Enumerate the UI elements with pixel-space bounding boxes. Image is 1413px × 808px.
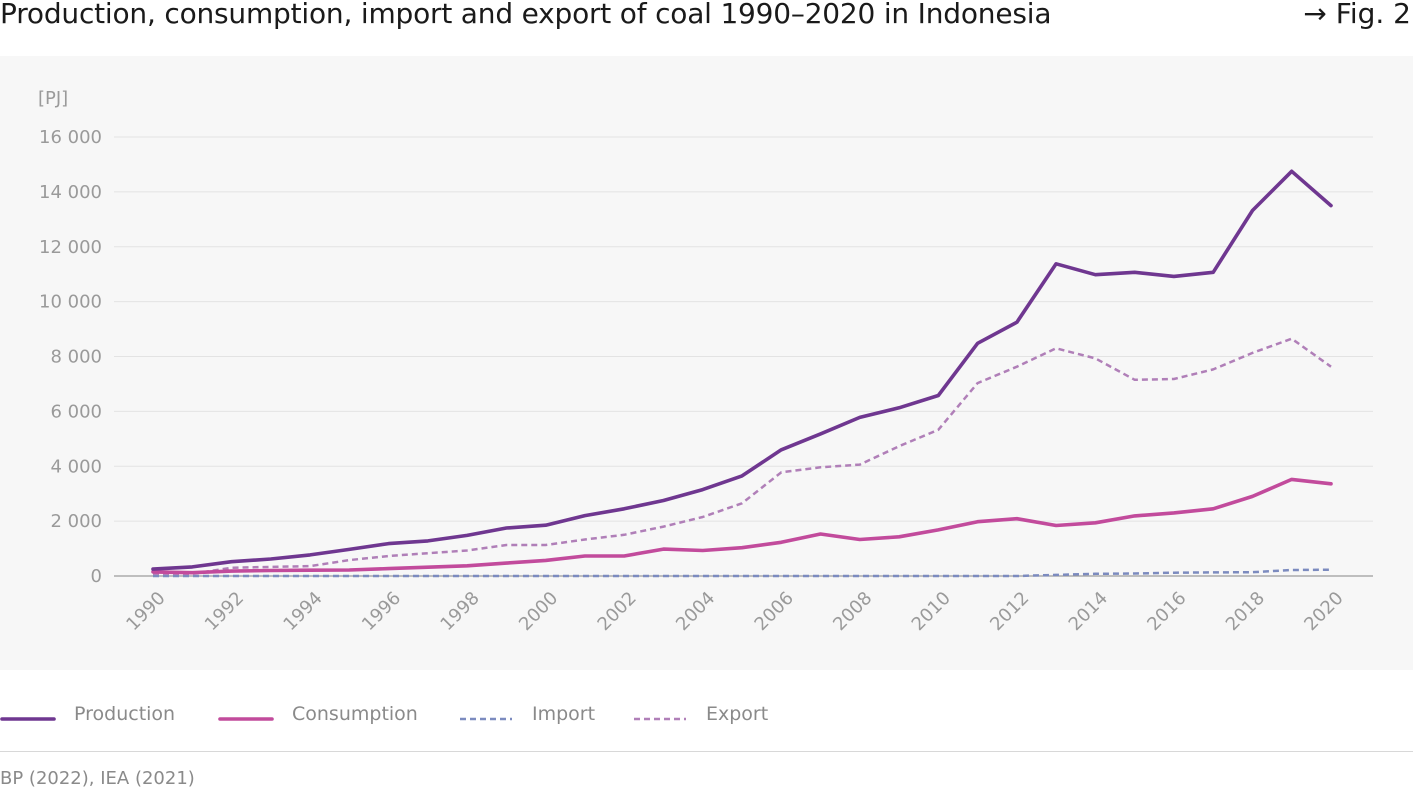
x-tick-label: 1998 [436, 588, 483, 635]
figure-header: Production, consumption, import and expo… [0, 0, 1413, 57]
legend-item-consumption: Consumption [218, 694, 418, 734]
line-chart: 0 2 000 4 000 6 000 8 000 10 000 12 000 14 000 1… [38, 88, 1373, 635]
legend-label-production: Production [74, 703, 176, 725]
figure-reference: → Fig. 2 [1303, 0, 1411, 30]
legend-swatch-line [460, 717, 512, 721]
y-tick-label: 10 000 [39, 292, 102, 313]
y-tick-label: 12 000 [39, 237, 102, 258]
legend: Production Consumption Import Export [0, 694, 1413, 734]
legend-label-consumption: Consumption [292, 703, 418, 725]
series-line-consumption [151, 477, 1333, 575]
chart-title: Production, consumption, import and expo… [0, 0, 1052, 30]
x-tick-label: 2004 [672, 588, 719, 635]
y-tick-label: 16 000 [39, 127, 102, 148]
legend-swatch-production [0, 709, 56, 721]
y-tick-labels: 0 2 000 4 000 6 000 8 000 10 000 12 000 14 000 1… [39, 127, 102, 587]
y-tick-label: 14 000 [39, 182, 102, 203]
legend-label-export: Export [706, 703, 769, 725]
x-tick-label: 2002 [594, 588, 641, 635]
x-tick-label: 2006 [751, 588, 798, 635]
source-note: BP (2022), IEA (2021) [0, 768, 195, 789]
chart-panel: 0 2 000 4 000 6 000 8 000 10 000 12 000 14 000 1… [0, 56, 1413, 670]
y-tick-label: 6 000 [50, 401, 102, 422]
y-tick-label: 4 000 [50, 456, 102, 477]
x-tick-label: 2008 [829, 588, 876, 635]
x-tick-label: 1990 [122, 588, 169, 635]
x-tick-label: 1992 [201, 588, 248, 635]
grid-lines [114, 136, 1373, 577]
legend-swatch-line [218, 717, 274, 721]
y-tick-label: 2 000 [50, 511, 102, 532]
legend-item-export: Export [632, 694, 768, 734]
legend-swatch-consumption [218, 709, 274, 721]
legend-item-import: Import [458, 694, 595, 734]
legend-item-production: Production [0, 694, 175, 734]
x-tick-labels: 1990 1992 1994 1996 1998 2000 2002 2004 2006 2008… [122, 588, 1347, 635]
x-tick-label: 2014 [1065, 588, 1112, 635]
x-tick-label: 1996 [358, 588, 405, 635]
x-tick-label: 2018 [1222, 588, 1269, 635]
series-line-production [151, 169, 1333, 571]
legend-swatch-line [634, 717, 686, 721]
x-tick-label: 1994 [279, 588, 326, 635]
x-tick-label: 2010 [908, 588, 955, 635]
x-tick-label: 2020 [1300, 588, 1347, 635]
legend-swatch-import [458, 709, 514, 721]
x-tick-label: 2000 [515, 588, 562, 635]
x-tick-label: 2016 [1143, 588, 1190, 635]
series-lines [151, 169, 1333, 578]
series-line-import [153, 568, 1332, 578]
footer: BP (2022), IEA (2021) [0, 751, 1413, 808]
legend-swatch-export [632, 709, 688, 721]
y-axis-unit: [PJ] [38, 88, 68, 109]
legend-label-import: Import [532, 703, 596, 725]
legend-swatch-line [0, 717, 56, 721]
y-tick-label: 8 000 [50, 347, 102, 368]
x-tick-label: 2012 [986, 588, 1033, 635]
series-line-export [153, 337, 1332, 576]
y-tick-label: 0 [91, 566, 102, 587]
